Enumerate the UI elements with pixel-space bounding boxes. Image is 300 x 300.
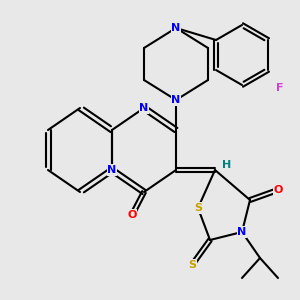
Text: H: H xyxy=(222,160,231,170)
Text: N: N xyxy=(171,95,181,105)
Text: O: O xyxy=(273,185,283,195)
Text: N: N xyxy=(171,23,181,33)
Text: S: S xyxy=(194,203,202,213)
Text: N: N xyxy=(107,165,117,175)
Text: S: S xyxy=(188,260,196,270)
Text: N: N xyxy=(140,103,148,113)
Text: N: N xyxy=(237,227,247,237)
Text: F: F xyxy=(276,83,284,93)
Text: O: O xyxy=(127,210,137,220)
